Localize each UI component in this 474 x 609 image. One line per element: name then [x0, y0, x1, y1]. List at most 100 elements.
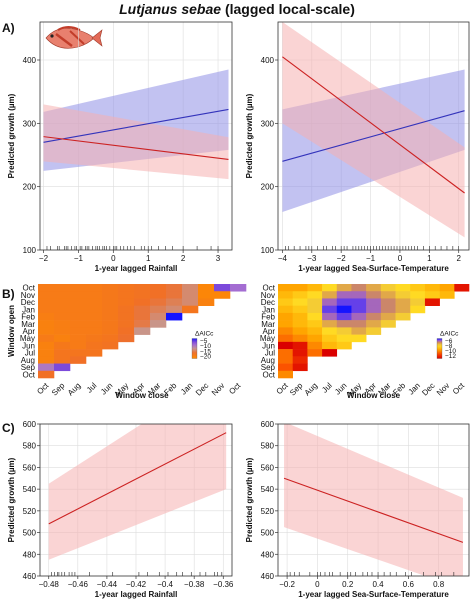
x-tick-label: Aug	[66, 381, 82, 397]
heatmap-cell	[38, 298, 55, 306]
heatmap-cell	[38, 291, 55, 299]
y-tick-label: Nov	[261, 291, 275, 300]
x-axis-label: 1-year lagged Sea-Surface-Temperature	[298, 590, 449, 599]
heatmap-cell	[410, 291, 426, 299]
heatmap-cell	[322, 327, 338, 335]
colorbar	[191, 338, 198, 359]
y-tick-label: 580	[261, 442, 275, 451]
heatmap-cell	[424, 284, 440, 292]
series-line-blue	[43, 108, 229, 143]
heatmap-cell	[351, 305, 367, 314]
x-tick-label: Aug	[303, 381, 319, 397]
heatmap-cell	[166, 312, 183, 321]
chart-a-left: −2 −1 0 1 2 3 100 200 300 400 1-year lagged Rainfa…	[7, 21, 233, 273]
colorbar-tick-label: −20	[200, 354, 211, 361]
y-tick-label: Jan	[262, 305, 275, 314]
heatmap-cell	[118, 298, 135, 306]
y-tick-label: 480	[261, 550, 275, 559]
heatmap-cell	[134, 291, 151, 299]
heatmap-cell	[395, 298, 411, 306]
heatmap-cell	[70, 356, 87, 364]
heatmap-cell	[150, 298, 167, 306]
x-tick-label: −4	[278, 254, 288, 263]
heatmap-cell	[70, 334, 87, 343]
heatmap-cell	[86, 320, 103, 328]
plot-frame	[277, 21, 470, 251]
heatmap-cell	[336, 341, 352, 350]
x-tick-label: −0.38	[184, 580, 205, 589]
heatmap-cell	[38, 284, 55, 292]
heatmap-cell	[322, 349, 338, 357]
heatmap-cell	[54, 327, 71, 335]
heatmap-cell	[134, 312, 151, 321]
heatmap-cell	[307, 349, 323, 357]
heatmap-cell	[439, 291, 455, 299]
heatmap-cell	[278, 356, 293, 364]
x-tick-label: Jan	[407, 381, 422, 396]
y-tick-label: 540	[23, 485, 37, 494]
heatmap-cell	[70, 320, 87, 328]
heatmap-cell	[336, 298, 352, 306]
x-tick-label: Dec	[194, 381, 210, 397]
plot-area	[282, 22, 465, 238]
y-tick-label: Aug	[21, 356, 35, 365]
x-axis-label: 1-year lagged Rainfall	[95, 264, 178, 273]
heatmap-cell	[366, 284, 382, 292]
y-tick-label: 300	[23, 119, 37, 128]
colorbar	[436, 338, 443, 359]
y-axis-label: Predicted growth (µm)	[7, 457, 16, 542]
heatmap-cell	[70, 305, 87, 314]
heatmap-cell	[102, 341, 119, 350]
x-tick-label: −0.44	[97, 580, 118, 589]
heatmap-cell	[410, 284, 426, 292]
y-tick-label: 400	[23, 56, 37, 65]
heatmap-cell	[86, 291, 103, 299]
plot-area	[43, 69, 229, 180]
heatmap-cell	[307, 284, 323, 292]
series-line-red	[43, 136, 229, 160]
y-tick-label: Feb	[21, 313, 35, 322]
heatmap-cell	[86, 298, 103, 306]
x-tick-label: Jun	[99, 381, 114, 396]
heatmap-cell	[38, 334, 55, 343]
x-tick-label: 0.6	[403, 580, 415, 589]
heatmap-cell	[278, 284, 293, 292]
heatmap-cell	[134, 327, 151, 335]
heatmap-cell	[118, 327, 135, 335]
y-tick-label: Oct	[23, 370, 36, 379]
heatmap-cell	[86, 305, 103, 314]
plot-area	[48, 424, 227, 560]
colorbar-tick-label: −5	[200, 338, 208, 345]
heatmap-cell	[54, 291, 71, 299]
heatmap-cell	[351, 334, 367, 343]
fish-icon	[45, 26, 103, 49]
y-tick-label: 100	[23, 246, 37, 255]
heatmap-cell	[307, 320, 323, 328]
heatmap-cell	[292, 291, 308, 299]
chart-c-left: −0.48 −0.46 −0.44 −0.42 −0.4 −0.38 −0.36 460 480…	[7, 420, 234, 599]
heatmap-cell	[38, 370, 55, 379]
x-axis-label: 1-year lagged Rainfall	[95, 590, 178, 599]
heatmap-cell	[292, 312, 308, 321]
heatmap-cell	[336, 291, 352, 299]
x-tick-label: Oct	[35, 381, 51, 397]
heatmap-cell	[86, 284, 103, 292]
heatmap-cell	[70, 298, 87, 306]
heatmap-cell	[118, 320, 135, 328]
heatmap-cell	[292, 284, 308, 292]
heatmap-cell	[102, 312, 119, 321]
y-tick-label: 520	[261, 507, 275, 516]
x-tick-label: −0.2	[279, 580, 295, 589]
x-axis-label: 1-year lagged Sea-Surface-Temperature	[298, 264, 449, 273]
heatmap-cell	[70, 291, 87, 299]
title-suffix: (lagged local-scale)	[224, 1, 355, 17]
heatmap-cell	[134, 305, 151, 314]
heatmap-cell	[366, 327, 382, 335]
heatmap-cell	[380, 305, 396, 314]
heatmap-cell	[38, 320, 55, 328]
heatmap-cell	[102, 291, 119, 299]
y-tick-label: 600	[261, 420, 275, 429]
heatmap-cell	[307, 305, 323, 314]
x-tick-label: 1	[427, 254, 432, 263]
heatmap-cell	[38, 356, 55, 364]
